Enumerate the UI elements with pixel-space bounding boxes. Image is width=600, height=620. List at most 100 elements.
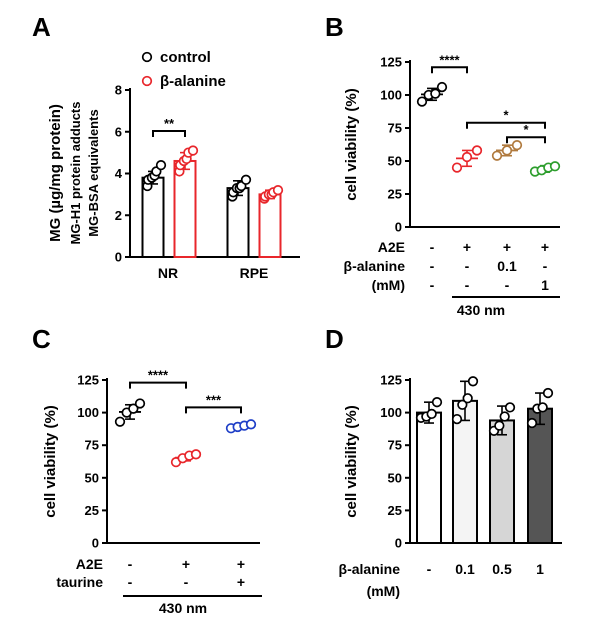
sig-b2-bracket [466, 121, 546, 129]
legend-label: β-alanine [160, 73, 226, 90]
x-tick-label: 0.1 [455, 561, 475, 577]
y-tick-label: 75 [85, 438, 99, 453]
data-point [451, 413, 463, 425]
condition-value: 1 [541, 277, 549, 293]
y-tick-label: 0 [115, 250, 122, 265]
sig-a-label: ** [164, 116, 175, 131]
condition-value: - [430, 239, 435, 255]
condition-label: A2E [76, 556, 103, 572]
footer-label: 430 nm [159, 600, 207, 616]
y-tick-label: 25 [388, 503, 402, 518]
condition-value: - [128, 574, 133, 590]
data-point [549, 161, 561, 172]
panel-b: 0 25 50 75 100 125 cell viability (%) A2E - + + + β-… [343, 52, 561, 318]
data-point [504, 402, 516, 413]
y-tick-label: 100 [380, 88, 402, 103]
data-point [155, 159, 167, 171]
bar [258, 193, 282, 258]
condition-label: taurine [56, 574, 103, 590]
y-axis-label: MG-BSA equivalents [86, 109, 101, 236]
data-point [501, 145, 513, 156]
condition-value: + [237, 574, 245, 590]
y-tick-label: 8 [115, 83, 122, 98]
y-tick-label: 75 [388, 121, 402, 136]
x-tick-label: 0.5 [492, 561, 512, 577]
data-point [245, 419, 257, 430]
data-point [187, 145, 199, 156]
data-point [526, 417, 538, 429]
legend-marker [141, 75, 153, 87]
panel-label-b: B [325, 12, 344, 42]
y-tick-label: 0 [395, 220, 402, 235]
bar [452, 399, 478, 545]
y-tick-label: 2 [115, 208, 122, 223]
data-point [511, 140, 523, 151]
y-tick-label: 75 [388, 438, 402, 453]
data-point [494, 420, 505, 431]
y-tick-label: 125 [77, 373, 99, 388]
y-axis-label: cell viability (%) [343, 88, 360, 201]
data-point [190, 449, 202, 460]
data-point [134, 398, 146, 409]
panel-label-a: A [32, 12, 51, 42]
data-point [471, 145, 483, 156]
condition-value: - [465, 258, 470, 274]
y-tick-label: 0 [92, 536, 99, 551]
condition-value: + [463, 239, 471, 255]
panel-c: 0 25 50 75 100 125 cell viability (%) A2E - + + tau… [42, 368, 262, 616]
condition-value: - [505, 277, 510, 293]
data-point [537, 402, 548, 413]
condition-value: - [184, 574, 189, 590]
data-point [426, 408, 437, 420]
data-point [499, 411, 510, 422]
y-tick-label: 125 [380, 373, 402, 388]
bar [489, 419, 515, 545]
condition-value: - [430, 277, 435, 293]
data-point [451, 162, 463, 173]
data-point [272, 185, 284, 196]
sig-b1-bracket [431, 66, 468, 74]
x-tick-label: NR [158, 265, 178, 281]
condition-value: + [237, 556, 245, 572]
sig-b2-label: * [503, 108, 509, 123]
y-tick-label: 6 [115, 124, 122, 139]
y-tick-label: 25 [85, 503, 99, 518]
footer-label: 430 nm [457, 302, 505, 318]
data-point [431, 397, 443, 408]
y-axis-label: MG (µg/mg protein) [47, 104, 64, 242]
y-tick-label: 50 [85, 470, 99, 485]
condition-value: 0.1 [497, 258, 517, 274]
sig-b1-label: **** [439, 52, 460, 67]
data-point [240, 174, 252, 185]
sig-a-bracket [152, 130, 186, 137]
x-tick-label: 1 [536, 561, 544, 577]
condition-label: (mM) [372, 277, 405, 293]
data-point [128, 403, 139, 414]
data-point [461, 151, 473, 163]
y-axis-label: cell viability (%) [343, 405, 360, 518]
y-tick-label: 100 [77, 405, 99, 420]
panel-label-c: C [32, 324, 51, 354]
data-point [491, 150, 503, 161]
sig-c2-label: *** [206, 392, 222, 407]
condition-value: - [465, 277, 470, 293]
y-tick-label: 125 [380, 55, 402, 70]
data-point [430, 88, 441, 99]
sig-b3-label: * [523, 122, 529, 137]
y-tick-label: 50 [388, 154, 402, 169]
bar [527, 407, 553, 544]
legend-label: control [160, 49, 211, 66]
y-axis-label: MG-H1 protein adducts [68, 101, 83, 244]
y-tick-label: 25 [388, 187, 402, 202]
x-axis-label: β-alanine [339, 561, 401, 577]
condition-value: + [503, 239, 511, 255]
condition-value: - [128, 556, 133, 572]
data-point [436, 81, 448, 93]
data-point [416, 96, 428, 107]
panel-d: 0 25 50 75 100 125 cell viability (%) - 0.1 0.5 1 β… [339, 373, 562, 599]
data-point [114, 416, 126, 427]
condition-value: - [430, 258, 435, 274]
panel-a: 0 2 4 6 8 MG (µg/mg protein) MG-H1 protein add… [47, 49, 300, 281]
y-axis-label: cell viability (%) [42, 405, 59, 518]
